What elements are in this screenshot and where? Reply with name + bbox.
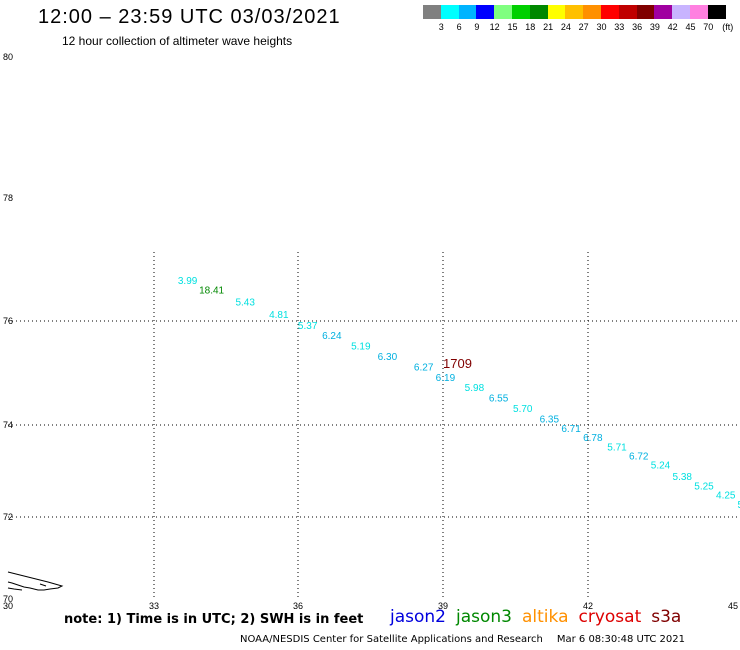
wave-height-value: 5.37 [298,321,318,332]
colorbar-swatch [511,5,530,19]
colorbar-swatch [707,5,726,19]
y-tick-label: 72 [3,512,13,522]
y-tick-label: 70 [3,594,13,604]
colorbar-swatch [440,5,459,19]
colorbar-labels: 3 6 9 12 15 18 21 24 27 30 33 36 39 42 45 70 (ft) [423,22,734,34]
colorbar-label: 36 [632,22,643,32]
wave-height-value: 6.24 [322,331,342,342]
footer-note: note: 1) Time is in UTC; 2) SWH is in fe… [64,612,364,627]
map-title: 12:00 – 23:59 UTC 03/03/2021 [38,6,341,28]
y-tick-label: 78 [3,193,13,203]
colorbar-label: 39 [649,22,660,32]
colorbar-label: 27 [578,22,589,32]
credit-text: NOAA/NESDIS Center for Satellite Applica… [240,634,543,645]
y-tick-label: 80 [3,52,13,62]
wave-height-colorbar: 3 6 9 12 15 18 21 24 27 30 33 36 39 42 45 70 (ft) [423,5,734,34]
colorbar-label: 21 [543,22,554,32]
wave-height-value: 3.99 [178,276,198,287]
colorbar-swatch [689,5,708,19]
x-tick-label: 42 [583,601,593,611]
wave-height-value: 5.71 [607,442,627,453]
credit-line: NOAA/NESDIS Center for Satellite Applica… [240,634,685,645]
wave-height-value: 4.81 [269,310,289,321]
wave-height-value: 6.72 [629,452,649,463]
colorbar-swatch [636,5,655,19]
coastline [7,571,64,591]
map-subtitle: 12 hour collection of altimeter wave hei… [62,34,293,48]
pass-time-label: 1709 [443,356,472,371]
satellite-altika: altika [522,607,569,627]
colorbar-label: 70 [703,22,714,32]
wave-height-value: 6.27 [414,362,434,373]
wave-height-value: 5.70 [513,404,533,415]
colorbar-swatch [618,5,637,19]
wave-height-value: 5 [737,500,740,511]
colorbar-swatch [458,5,477,19]
wave-height-value: 6.71 [561,424,581,435]
colorbar-swatch [423,5,441,19]
x-tick-label: 39 [438,601,448,611]
colorbar-label: 15 [507,22,518,32]
x-tick-label: 33 [149,601,159,611]
colorbar-swatch [583,5,601,19]
colorbar-label: 45 [685,22,696,32]
colorbar-swatch [600,5,619,19]
colorbar-label: 42 [667,22,678,32]
wave-height-value: 6.35 [540,414,560,425]
satellite-legend: jason2 jason3 altika cryosat s3a [390,607,691,627]
wave-height-value: 6.78 [583,433,603,444]
wave-height-value: 6.30 [378,352,398,363]
colorbar-swatch [565,5,584,19]
wave-height-value: 5.38 [673,472,693,483]
colorbar-swatch [529,5,548,19]
colorbar-unit: (ft) [722,22,734,32]
colorbar-label: 3 [438,22,444,32]
satellite-s3a: s3a [651,607,682,627]
colorbar-label: 18 [525,22,536,32]
colorbar-label: 12 [489,22,500,32]
colorbar-label: 9 [474,22,480,32]
x-tick-label: 36 [293,601,303,611]
colorbar-swatch [476,5,495,19]
wave-height-value: 4.25 [716,491,736,502]
wave-height-value: 5.25 [694,481,714,492]
wave-height-value: 5.98 [465,383,485,394]
colorbar-swatch [672,5,690,19]
colorbar-label: 33 [614,22,625,32]
colorbar-swatch [494,5,512,19]
wave-height-value: 6.55 [489,394,509,405]
colorbar-label: 6 [456,22,462,32]
y-tick-label: 74 [3,420,13,430]
wave-height-value: 5.43 [235,298,255,309]
wave-height-value: 5.24 [651,461,671,472]
colorbar-label: 24 [560,22,571,32]
wave-height-value: 18.41 [199,285,224,296]
wave-height-value: 6.19 [436,373,456,384]
colorbar-swatches [423,5,726,19]
generated-timestamp: Mar 6 08:30:48 UTC 2021 [556,634,685,645]
colorbar-label: 30 [596,22,607,32]
corner-tick-label: 30 [3,601,13,611]
x-tick-label: 45 [728,601,738,611]
satellite-jason3: jason3 [456,607,512,627]
satellite-cryosat: cryosat [578,607,642,627]
wave-height-value: 5.19 [351,342,371,353]
colorbar-swatch [654,5,673,19]
colorbar-swatch [547,5,566,19]
y-tick-label: 76 [3,316,13,326]
satellite-jason2: jason2 [390,607,446,627]
